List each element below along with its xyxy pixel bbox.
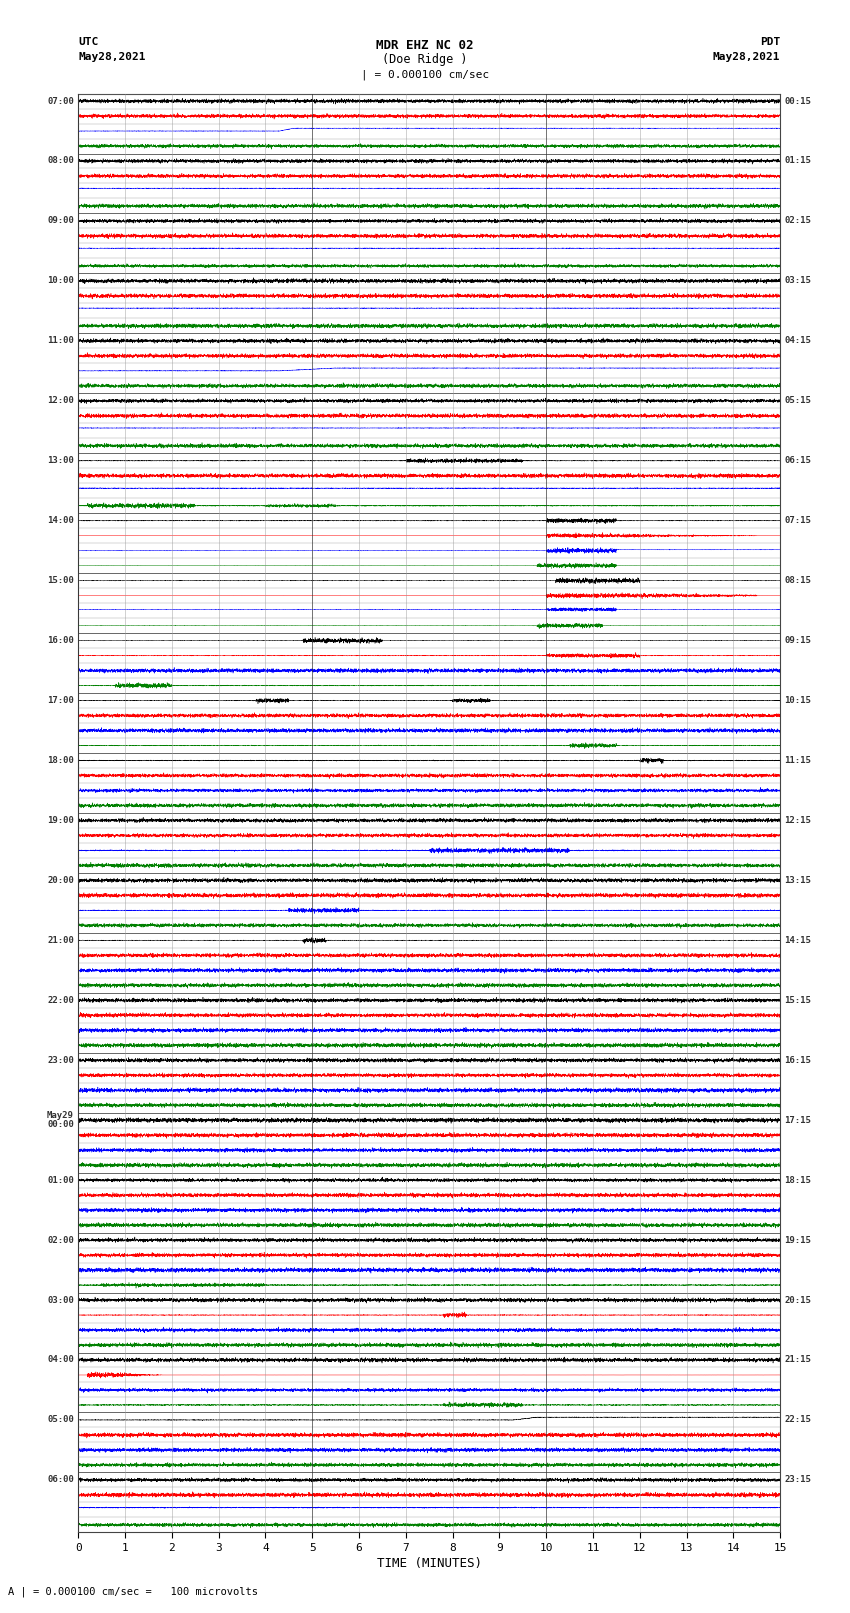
- Text: 02:15: 02:15: [785, 216, 812, 226]
- Text: 10:15: 10:15: [785, 697, 812, 705]
- Text: 23:15: 23:15: [785, 1476, 812, 1484]
- Text: 18:15: 18:15: [785, 1176, 812, 1184]
- Text: 00:15: 00:15: [785, 97, 812, 105]
- Text: 20:00: 20:00: [47, 876, 74, 886]
- Text: 06:00: 06:00: [47, 1476, 74, 1484]
- Text: 12:00: 12:00: [47, 397, 74, 405]
- Text: 22:00: 22:00: [47, 995, 74, 1005]
- Text: 00:00: 00:00: [47, 1119, 74, 1129]
- Text: (Doe Ridge ): (Doe Ridge ): [382, 53, 468, 66]
- Text: A | = 0.000100 cm/sec =   100 microvolts: A | = 0.000100 cm/sec = 100 microvolts: [8, 1586, 258, 1597]
- Text: 13:15: 13:15: [785, 876, 812, 886]
- Text: 11:00: 11:00: [47, 337, 74, 345]
- Text: 21:15: 21:15: [785, 1355, 812, 1365]
- Text: 15:00: 15:00: [47, 576, 74, 586]
- Text: 07:00: 07:00: [47, 97, 74, 105]
- Text: 07:15: 07:15: [785, 516, 812, 526]
- Text: PDT: PDT: [760, 37, 780, 47]
- Text: 09:15: 09:15: [785, 636, 812, 645]
- Text: 05:00: 05:00: [47, 1416, 74, 1424]
- Text: 11:15: 11:15: [785, 756, 812, 765]
- Text: 10:00: 10:00: [47, 276, 74, 286]
- X-axis label: TIME (MINUTES): TIME (MINUTES): [377, 1557, 482, 1569]
- Text: 01:00: 01:00: [47, 1176, 74, 1184]
- Text: 14:15: 14:15: [785, 936, 812, 945]
- Text: 16:00: 16:00: [47, 636, 74, 645]
- Text: 06:15: 06:15: [785, 456, 812, 465]
- Text: 04:00: 04:00: [47, 1355, 74, 1365]
- Text: 01:15: 01:15: [785, 156, 812, 166]
- Text: May29: May29: [47, 1111, 74, 1119]
- Text: 23:00: 23:00: [47, 1057, 74, 1065]
- Text: 21:00: 21:00: [47, 936, 74, 945]
- Text: 04:15: 04:15: [785, 337, 812, 345]
- Text: 19:15: 19:15: [785, 1236, 812, 1245]
- Text: 03:15: 03:15: [785, 276, 812, 286]
- Text: 17:15: 17:15: [785, 1116, 812, 1124]
- Text: 19:00: 19:00: [47, 816, 74, 824]
- Text: 13:00: 13:00: [47, 456, 74, 465]
- Text: 08:15: 08:15: [785, 576, 812, 586]
- Text: May28,2021: May28,2021: [713, 52, 780, 61]
- Text: UTC: UTC: [78, 37, 99, 47]
- Text: 02:00: 02:00: [47, 1236, 74, 1245]
- Text: MDR EHZ NC 02: MDR EHZ NC 02: [377, 39, 473, 52]
- Text: 12:15: 12:15: [785, 816, 812, 824]
- Text: 09:00: 09:00: [47, 216, 74, 226]
- Text: 03:00: 03:00: [47, 1295, 74, 1305]
- Text: 20:15: 20:15: [785, 1295, 812, 1305]
- Text: 17:00: 17:00: [47, 697, 74, 705]
- Text: 18:00: 18:00: [47, 756, 74, 765]
- Text: 15:15: 15:15: [785, 995, 812, 1005]
- Text: 08:00: 08:00: [47, 156, 74, 166]
- Text: 22:15: 22:15: [785, 1416, 812, 1424]
- Text: 14:00: 14:00: [47, 516, 74, 526]
- Text: 16:15: 16:15: [785, 1057, 812, 1065]
- Text: | = 0.000100 cm/sec: | = 0.000100 cm/sec: [361, 69, 489, 81]
- Text: May28,2021: May28,2021: [78, 52, 145, 61]
- Text: 05:15: 05:15: [785, 397, 812, 405]
